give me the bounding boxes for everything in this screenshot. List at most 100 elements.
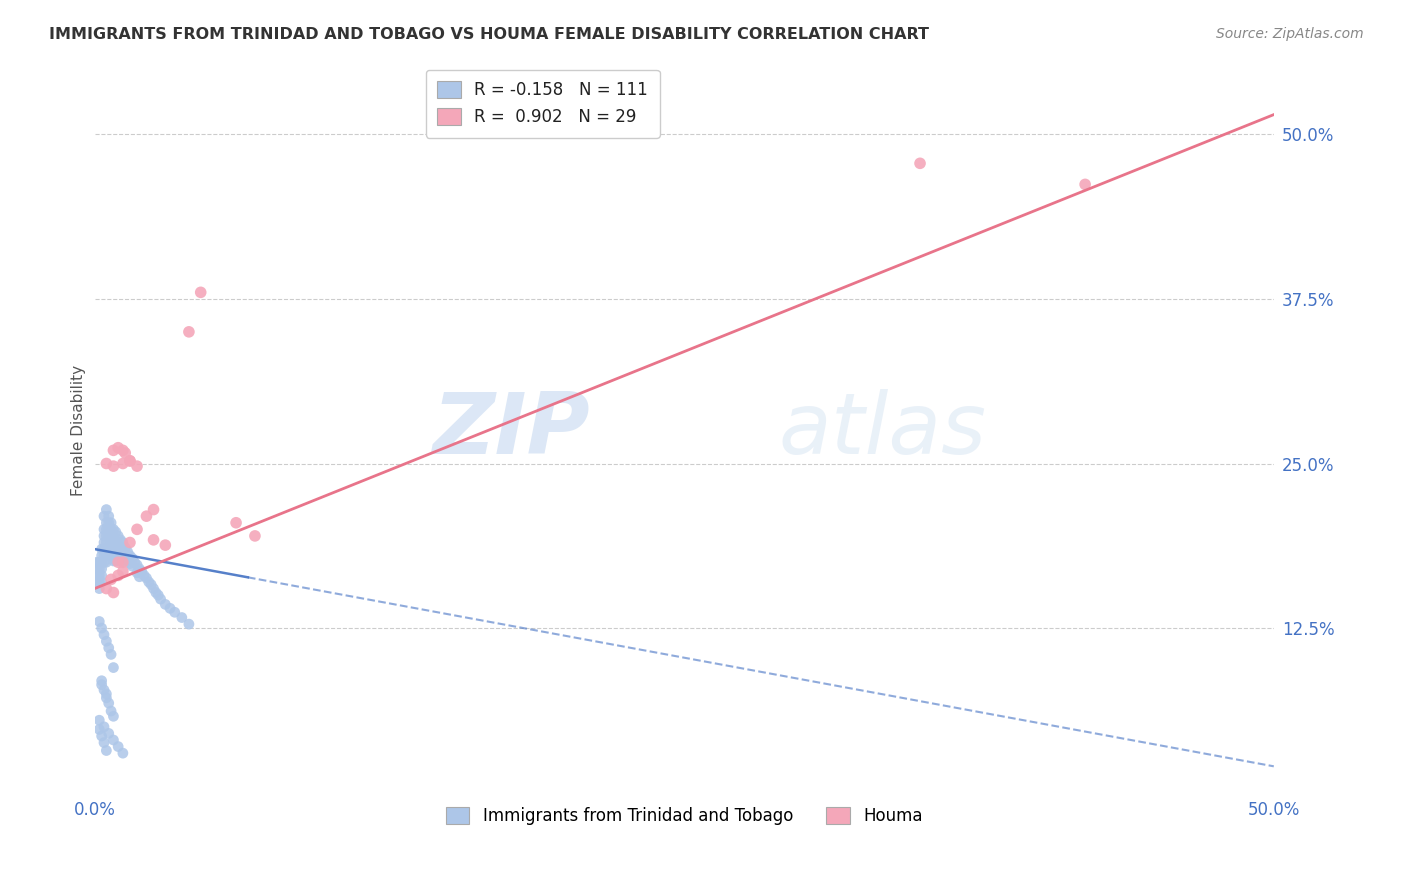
Point: [142, 533, 165, 547]
Point: [114, 549, 136, 563]
Point: [89, 562, 111, 576]
Point: [97, 529, 120, 543]
Point: [128, 562, 150, 576]
Point: [110, 551, 132, 566]
Point: [118, 549, 141, 563]
Point: [107, 739, 129, 754]
Point: [125, 558, 148, 572]
Point: [90, 574, 112, 589]
Point: [97, 542, 120, 557]
Point: [104, 545, 127, 559]
Point: [86, 574, 108, 589]
Point: [125, 522, 148, 536]
Point: [121, 559, 143, 574]
Point: [128, 570, 150, 584]
Point: [89, 574, 111, 589]
Point: [96, 535, 118, 549]
Point: [145, 585, 167, 599]
Point: [90, 729, 112, 743]
Point: [111, 535, 134, 549]
Point: [93, 509, 115, 524]
Point: [96, 457, 118, 471]
Point: [86, 562, 108, 576]
Point: [118, 454, 141, 468]
Point: [96, 502, 118, 516]
Point: [90, 678, 112, 692]
Text: ZIP: ZIP: [432, 389, 591, 472]
Point: [177, 617, 200, 632]
Point: [111, 565, 134, 579]
Point: [111, 555, 134, 569]
Point: [118, 535, 141, 549]
Point: [111, 457, 134, 471]
Point: [107, 555, 129, 569]
Point: [93, 628, 115, 642]
Point: [89, 713, 111, 727]
Point: [243, 529, 266, 543]
Point: [117, 545, 139, 559]
Point: [100, 648, 122, 662]
Point: [89, 582, 111, 596]
Point: [118, 454, 141, 468]
Point: [93, 522, 115, 536]
Point: [107, 568, 129, 582]
Point: [96, 516, 118, 530]
Point: [103, 709, 125, 723]
Point: [97, 516, 120, 530]
Point: [96, 542, 118, 557]
Point: [103, 538, 125, 552]
Point: [110, 542, 132, 557]
Point: [135, 509, 157, 524]
Point: [225, 516, 247, 530]
Point: [111, 443, 134, 458]
Point: [93, 542, 115, 557]
Point: [117, 554, 139, 568]
Text: IMMIGRANTS FROM TRINIDAD AND TOBAGO VS HOUMA FEMALE DISABILITY CORRELATION CHART: IMMIGRANTS FROM TRINIDAD AND TOBAGO VS H…: [49, 27, 929, 42]
Point: [103, 554, 125, 568]
Point: [124, 555, 146, 569]
Point: [107, 441, 129, 455]
Point: [103, 522, 125, 536]
Point: [110, 533, 132, 547]
Point: [100, 516, 122, 530]
Point: [90, 562, 112, 576]
Point: [155, 598, 177, 612]
Point: [159, 601, 181, 615]
Point: [90, 555, 112, 569]
Point: [96, 549, 118, 563]
Point: [96, 690, 118, 705]
Point: [96, 582, 118, 596]
Point: [163, 605, 186, 619]
Point: [93, 535, 115, 549]
Point: [100, 529, 122, 543]
Point: [107, 529, 129, 543]
Point: [97, 640, 120, 655]
Point: [89, 555, 111, 569]
Point: [86, 555, 108, 569]
Point: [93, 736, 115, 750]
Point: [100, 573, 122, 587]
Point: [89, 568, 111, 582]
Point: [114, 541, 136, 555]
Point: [93, 682, 115, 697]
Point: [132, 568, 155, 582]
Point: [1074, 178, 1097, 192]
Point: [97, 696, 120, 710]
Point: [149, 592, 172, 607]
Point: [93, 720, 115, 734]
Point: [111, 746, 134, 760]
Point: [100, 522, 122, 536]
Point: [104, 554, 127, 568]
Point: [104, 524, 127, 539]
Text: atlas: atlas: [779, 389, 987, 472]
Point: [96, 522, 118, 536]
Point: [142, 582, 165, 596]
Point: [125, 459, 148, 474]
Point: [141, 577, 163, 591]
Point: [107, 538, 129, 552]
Point: [138, 574, 160, 589]
Point: [97, 522, 120, 536]
Point: [190, 285, 212, 300]
Point: [89, 615, 111, 629]
Point: [107, 546, 129, 560]
